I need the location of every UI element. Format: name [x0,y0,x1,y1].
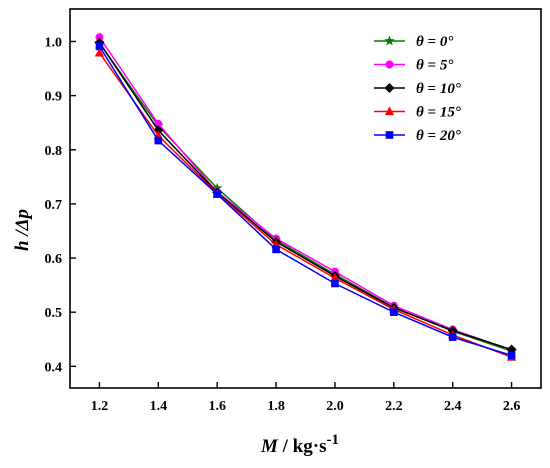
data-point [448,333,457,341]
x-tick-label: 1.4 [150,399,168,414]
data-point [507,351,516,360]
series-line [98,52,512,358]
y-tick-label: 1.0 [45,35,63,50]
x-tick-label: 2.6 [503,399,521,414]
legend-label: θ = 10° [416,81,461,97]
series-4 [95,42,516,360]
legend-label: θ = 5° [416,58,453,74]
x-axis-label: M / kg·s-1 [260,432,339,457]
x-axis-label-unit: / kg·s [278,436,327,457]
data-point [95,42,104,51]
y-axis-label: h /Δp [12,209,33,251]
legend-marker [384,35,395,46]
y-tick-label: 0.4 [45,360,63,375]
data-point [330,273,340,282]
data-point [272,245,280,254]
legend-entry-4: θ = 20° [374,128,461,144]
data-point [213,190,221,198]
legend-label: θ = 20° [416,128,461,144]
y-tick-label: 0.9 [45,90,63,105]
data-point [94,47,105,57]
x-tick-label: 2.0 [326,399,344,414]
legend-entry-2: θ = 10° [374,81,461,97]
series-line [98,42,512,351]
legend-marker [385,131,394,139]
x-tick-label: 2.4 [444,399,462,414]
x-tick-label: 1.6 [208,399,226,414]
data-point [390,308,398,316]
legend-entry-1: θ = 5° [374,58,453,74]
x-tick-label: 2.2 [385,399,403,414]
data-point [154,136,163,145]
series-line [98,45,512,357]
legend-marker [385,60,394,69]
y-tick-label: 0.8 [45,144,63,159]
x-axis-label-variable: M [260,436,279,457]
data-point [154,119,163,128]
x-axis-label-exponent: -1 [326,432,339,448]
plot-frame [69,8,542,389]
legend-entry-0: θ = 0° [374,34,453,50]
legend-marker [384,83,395,93]
x-tick-label: 1.8 [267,399,285,414]
y-tick-label: 0.7 [45,198,63,213]
y-tick-label: 0.6 [45,252,63,267]
series-line [98,36,512,351]
y-tick-label: 0.5 [45,306,63,321]
legend-label: θ = 15° [416,105,461,121]
ticks-layer: 1.2 1.4 1.6 1.8 2.0 2.2 2.4 2.6 0.4 0.5 0.6 0.7 0.8 0… [45,35,521,414]
data-point [331,279,339,288]
legend-label: θ = 0° [416,34,453,50]
legend-entry-3: θ = 15° [374,105,461,121]
data-point [95,33,104,42]
x-tick-label: 1.2 [91,399,109,414]
legend-marker [384,106,395,116]
series-layer [94,33,517,361]
legend: θ = 0° θ = 5° θ = 10° θ = 15° θ = 20° [374,34,461,144]
